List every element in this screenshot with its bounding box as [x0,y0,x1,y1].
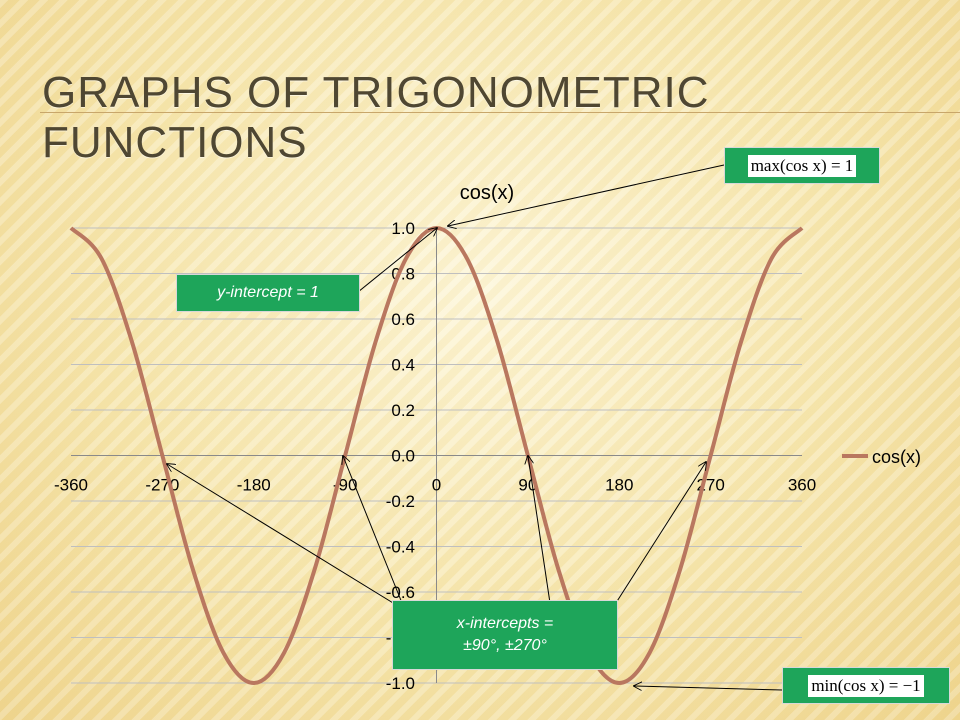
y-tick-label: -1.0 [386,674,415,693]
y-tick-label: -0.6 [386,583,415,602]
y-intercept-callout: y-intercept = 1 [176,274,360,312]
x-tick-label: -360 [54,476,88,495]
arrow-min [634,686,783,690]
max-formula-callout: max(cos x) = 1 [724,147,880,184]
x-intercepts-line-2: ±90°, ±270° [463,637,547,654]
y-tick-label: 0.4 [391,356,415,375]
callout-arrows [167,164,783,690]
x-intercepts-callout: x-intercepts = ±90°, ±270° [392,600,618,670]
x-tick-label: 0 [432,476,441,495]
y-tick-label: -0.2 [386,492,415,511]
arrow-max [448,164,725,226]
min-formula-callout: min(cos x) = −1 [782,667,950,704]
chart-legend: cos(x) [842,447,921,467]
arrow-x-pos90 [528,456,551,604]
arrow-y-intercept [357,228,437,293]
max-formula-text: max(cos x) = 1 [747,154,857,177]
legend-label: cos(x) [872,447,921,467]
chart-title: cos(x) [460,182,514,204]
x-tick-label: 180 [605,476,633,495]
arrow-x-neg90 [343,456,403,604]
title-divider [40,112,960,113]
x-intercepts-line-1: x-intercepts = [456,615,554,632]
arrow-x-neg270 [167,464,399,607]
y-tick-label: -0.4 [386,538,415,557]
slide-title: Graphs of Trigonometric Functions [42,68,710,167]
y-intercept-text: y-intercept = 1 [217,284,319,301]
x-tick-label: -270 [145,476,179,495]
min-formula-text: min(cos x) = −1 [808,674,924,697]
x-tick-label: 360 [788,476,816,495]
arrow-x-pos270 [613,462,706,607]
y-tick-label: 0.6 [391,310,415,329]
y-tick-label: 0.0 [391,447,415,466]
y-tick-label: 1.0 [391,219,415,238]
x-tick-label: -180 [237,476,271,495]
y-tick-label: 0.2 [391,401,415,420]
